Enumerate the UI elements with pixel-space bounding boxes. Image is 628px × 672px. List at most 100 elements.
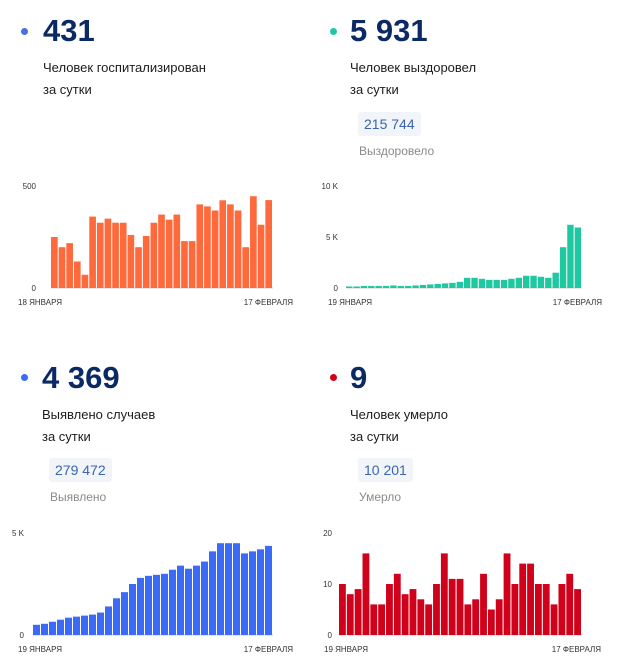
x-end-label: 17 ФЕВРАЛЯ — [553, 298, 602, 307]
bar — [121, 592, 128, 635]
bar — [265, 545, 272, 635]
bar — [145, 575, 152, 635]
y-tick-label: 10 K — [322, 182, 339, 191]
bar — [81, 615, 88, 635]
detected-chart: 0 5 K 19 ЯНВАРЯ 17 ФЕВРАЛЯ — [12, 529, 293, 654]
bar — [219, 200, 227, 288]
bar — [257, 224, 265, 288]
deaths-total-badge: 10 201 — [358, 458, 413, 482]
bar — [89, 216, 96, 288]
bar — [250, 196, 257, 288]
bar — [185, 568, 192, 635]
detected-value: 4 369 — [42, 360, 120, 395]
y-tick-label: 5 K — [12, 529, 25, 538]
bar — [204, 206, 211, 288]
bar — [33, 624, 40, 635]
bar — [480, 573, 487, 635]
y-tick-label: 5 K — [326, 233, 339, 242]
bar — [161, 573, 168, 635]
bar — [456, 578, 464, 635]
bar — [89, 614, 96, 635]
bar — [448, 578, 456, 635]
bar — [209, 551, 216, 635]
detected-dot — [21, 374, 28, 381]
bar — [73, 616, 80, 635]
bar — [265, 200, 272, 288]
bar — [386, 584, 393, 635]
bar — [478, 278, 486, 288]
bar — [550, 604, 558, 635]
bar — [508, 278, 515, 288]
bar — [434, 283, 441, 288]
hospitalized-dot — [21, 28, 28, 35]
bar — [397, 285, 405, 288]
bar — [493, 279, 500, 288]
bar — [527, 563, 534, 635]
bar — [188, 241, 196, 288]
bar — [425, 604, 433, 635]
bar — [169, 569, 176, 635]
bar — [153, 574, 160, 635]
deaths-dot — [330, 374, 337, 381]
bar — [368, 285, 375, 288]
bar — [196, 204, 204, 288]
bar — [127, 234, 135, 288]
bar — [66, 243, 73, 288]
bar — [150, 222, 158, 288]
bar — [41, 623, 48, 635]
bar — [58, 247, 66, 288]
bar — [441, 283, 449, 288]
bar — [49, 621, 56, 635]
x-end-label: 17 ФЕВРАЛЯ — [244, 645, 293, 654]
bar — [472, 599, 480, 635]
bar — [503, 553, 511, 635]
bar — [360, 285, 368, 288]
bar — [96, 222, 104, 288]
bar — [165, 219, 173, 288]
hospitalized-caption: Человек госпитализирован — [43, 60, 206, 75]
bar — [427, 284, 434, 288]
bar — [119, 222, 127, 288]
deaths-panel: 9 Человек умерло за сутки 10 201 Умерло — [308, 345, 608, 665]
bar — [211, 210, 219, 288]
bar — [241, 553, 248, 635]
x-start-label: 19 ЯНВАРЯ — [328, 298, 372, 307]
bar — [574, 589, 581, 635]
deaths-chart: 0 10 20 19 ЯНВАРЯ 17 ФЕВРАЛЯ — [323, 529, 601, 654]
bar — [339, 584, 346, 635]
bar — [137, 577, 144, 635]
bar — [177, 565, 184, 635]
bar — [227, 204, 234, 288]
x-start-label: 19 ЯНВАРЯ — [324, 645, 368, 654]
y-tick-label: 0 — [334, 284, 339, 293]
deaths-caption-period: за сутки — [350, 429, 399, 444]
bar — [51, 237, 58, 288]
bar — [552, 272, 559, 288]
y-tick-label: 0 — [20, 631, 25, 640]
bar — [419, 284, 427, 288]
bar — [129, 584, 136, 635]
bar — [135, 247, 142, 288]
hospitalized-value: 431 — [43, 13, 95, 48]
bar — [375, 285, 382, 288]
bar — [523, 275, 530, 288]
detected-panel: 4 369 Выявлено случаев за сутки 279 472 … — [0, 345, 300, 665]
bar — [181, 241, 188, 288]
bar — [104, 218, 112, 288]
bar — [464, 277, 471, 288]
bar — [362, 553, 370, 635]
bar — [574, 227, 582, 288]
bar — [409, 589, 417, 635]
bar — [142, 235, 150, 288]
bar — [542, 584, 550, 635]
x-end-label: 17 ФЕВРАЛЯ — [552, 645, 601, 654]
y-tick-label: 20 — [323, 529, 332, 538]
recovered-chart: 0 5 K 10 K 19 ЯНВАРЯ 17 ФЕВРАЛЯ — [322, 182, 603, 307]
y-tick-label: 10 — [323, 580, 332, 589]
bar — [559, 247, 567, 288]
bar — [97, 612, 104, 635]
recovered-caption-period: за сутки — [350, 82, 399, 97]
deaths-value: 9 — [350, 360, 368, 395]
x-end-label: 17 ФЕВРАЛЯ — [244, 298, 293, 307]
bar — [412, 285, 419, 288]
